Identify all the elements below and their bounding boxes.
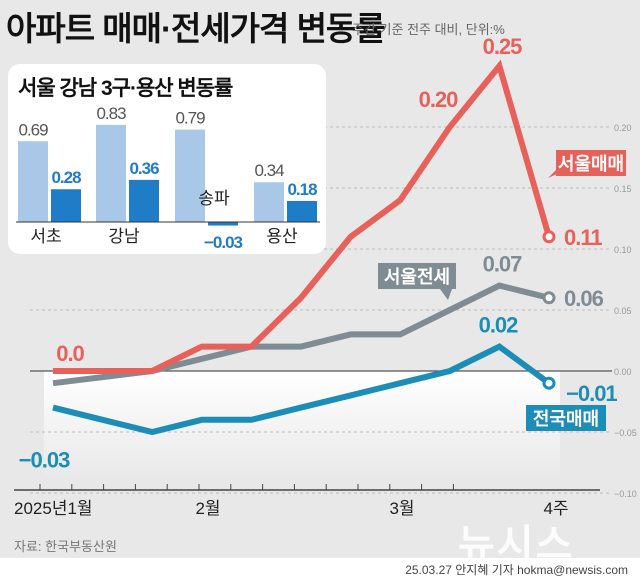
data-label: 0.11 xyxy=(564,225,602,250)
bar-value-label: 0.79 xyxy=(175,109,205,128)
legend-box xyxy=(378,263,456,289)
subtitle: 주간 기준 전주 대비, 단위:% xyxy=(352,22,505,37)
x-tick-label: 3월 xyxy=(389,499,414,518)
y-tick-label: 0.00 xyxy=(614,367,632,377)
legend-label: 서울전세 xyxy=(384,267,450,287)
inset-title: 서울 강남 3구·용산 변동률 xyxy=(18,77,233,100)
data-label: −0.03 xyxy=(19,448,70,473)
bar-value-label: 0.28 xyxy=(51,168,81,187)
category-label: 송파 xyxy=(198,189,230,208)
y-tick-label: −0.05 xyxy=(614,428,637,438)
bar-송파-1 xyxy=(208,222,238,226)
y-tick-label: 0.10 xyxy=(614,245,632,255)
y-tick-label: −0.10 xyxy=(614,489,637,499)
end-marker xyxy=(542,291,556,305)
data-label: 0.25 xyxy=(483,34,523,59)
legend-label: 서울매매 xyxy=(558,154,624,174)
category-label: 서초 xyxy=(30,227,61,246)
x-tick-label: 2월 xyxy=(195,499,220,518)
page-title: 아파트 매매·전세가격 변동률 xyxy=(6,10,386,47)
x-tick-label: 4주 xyxy=(543,499,568,518)
bar-서초-1 xyxy=(51,189,81,222)
data-label: 0.06 xyxy=(564,286,604,311)
bar-강남-0 xyxy=(96,124,126,222)
inset-bar-chart: 0.69 0.28 0.83 0.36 0.79 −0.03 0.340.18 서초 강남 송파용… xyxy=(16,104,320,252)
newsis-logo: 뉴시스 xyxy=(458,523,575,567)
bar-용산-0 xyxy=(254,182,284,222)
bar-서초-0 xyxy=(18,141,48,222)
legend-label: 전국매매 xyxy=(533,409,599,429)
credit-line: 25.03.27 안지혜 기자 hokma@newsis.com xyxy=(405,563,628,577)
y-tick-label: 0.20 xyxy=(614,123,632,133)
legend-pointer xyxy=(440,289,452,300)
bar-value-label: −0.03 xyxy=(204,233,243,252)
data-label: 0.07 xyxy=(483,252,523,277)
bar-value-label: 0.69 xyxy=(18,120,48,139)
x-tick-label: 2025년1월 xyxy=(14,499,93,518)
series-line-서울매매 xyxy=(53,59,552,374)
series-line-전국매매 xyxy=(52,343,551,436)
source-note: 자료: 한국부동산원 xyxy=(14,539,117,554)
bar-value-label: 0.34 xyxy=(254,161,284,180)
inset-panel: 서울 강남 3구·용산 변동률 0.69 0.28 0.83 0.36 0.79 −0.0… xyxy=(8,64,326,254)
legend-box xyxy=(556,150,626,176)
category-label: 용산 xyxy=(266,227,298,246)
end-marker xyxy=(542,376,556,390)
bar-value-label: 0.36 xyxy=(129,159,159,178)
bar-value-label: 0.18 xyxy=(287,180,317,199)
bar-강남-1 xyxy=(129,179,159,222)
bar-value-label: 0.83 xyxy=(96,104,126,123)
category-label: 강남 xyxy=(108,227,140,246)
data-label: −0.01 xyxy=(566,381,617,406)
bar-용산-1 xyxy=(287,200,317,222)
data-label: 0.20 xyxy=(419,87,459,112)
data-label: 0.0 xyxy=(56,341,84,366)
y-tick-label: 0.15 xyxy=(614,184,632,194)
y-tick-label: 0.05 xyxy=(614,306,632,316)
end-marker xyxy=(542,230,556,244)
data-label: 0.02 xyxy=(479,313,519,338)
bar-송파-0 xyxy=(175,129,205,222)
legend-box xyxy=(526,405,606,431)
